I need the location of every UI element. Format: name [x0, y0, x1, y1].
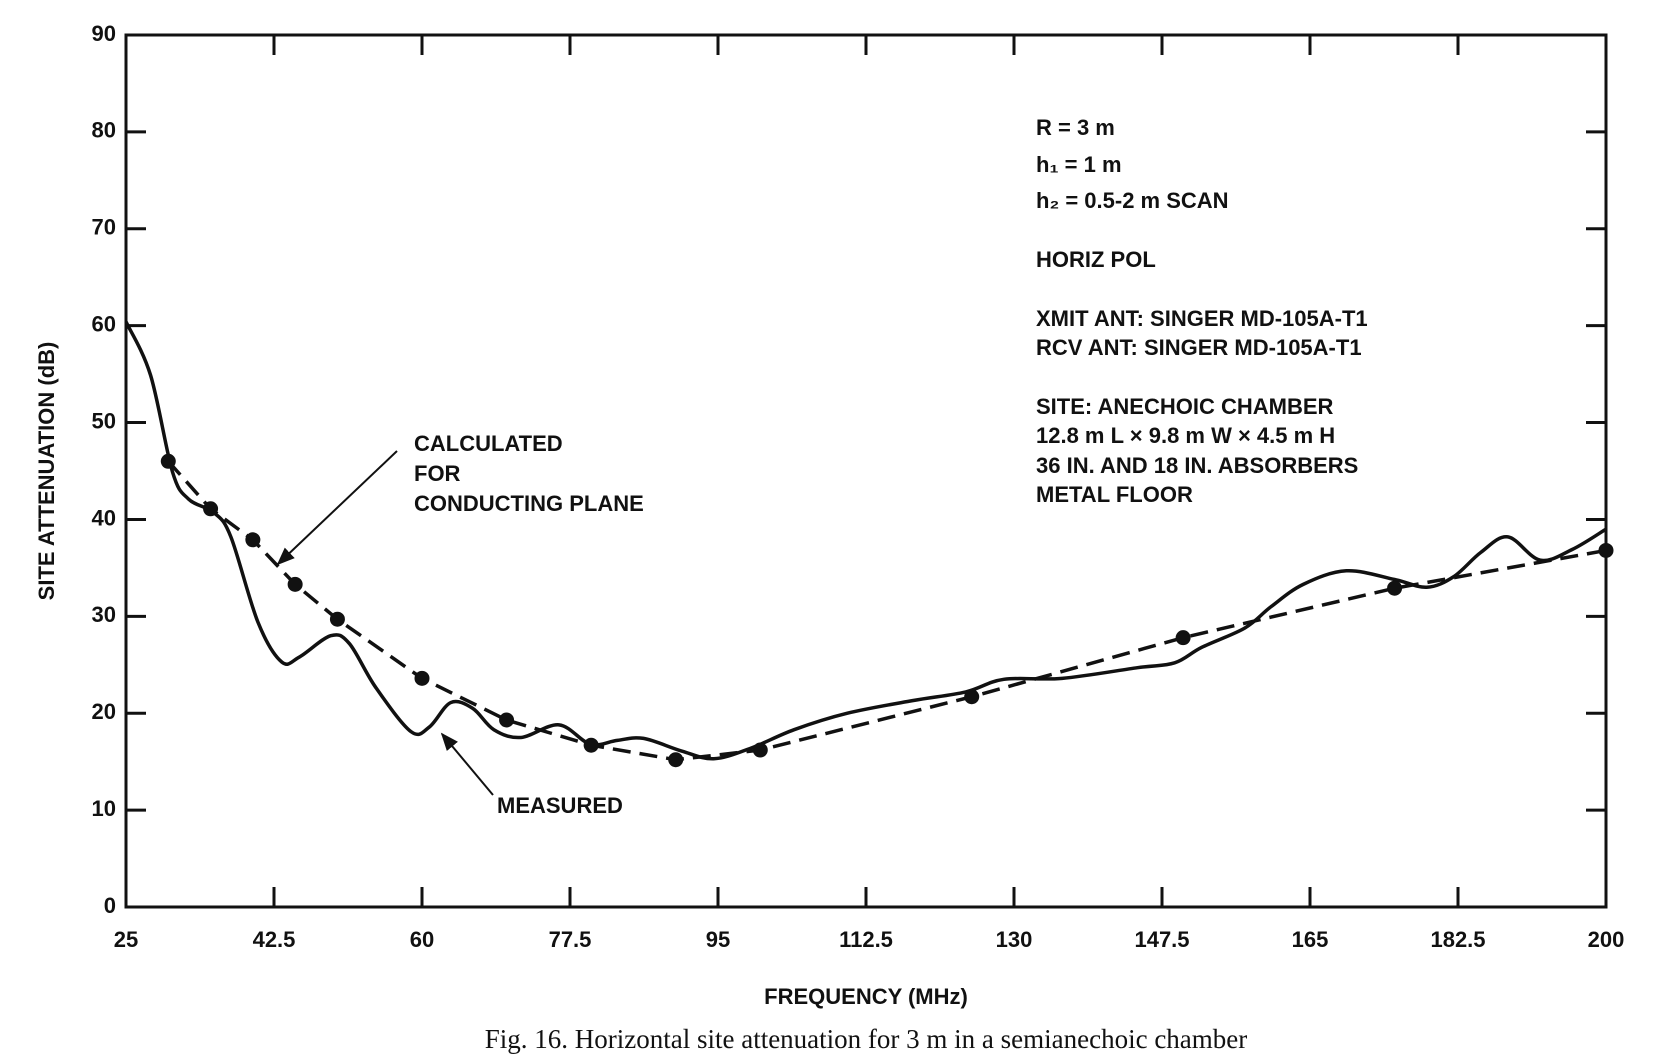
calculated-label: CALCULATED [414, 431, 563, 456]
data-point [287, 576, 303, 592]
data-point [1598, 542, 1614, 558]
annotation: SITE: ANECHOIC CHAMBER [1036, 394, 1334, 419]
x-tick-label: 182.5 [1430, 927, 1485, 952]
data-point [329, 611, 345, 627]
x-tick-label: 112.5 [839, 927, 893, 952]
measured-arrow [440, 732, 494, 796]
y-tick-label: 0 [104, 893, 116, 918]
annotation: HORIZ POL [1036, 247, 1156, 272]
x-tick-label: 95 [706, 927, 730, 952]
y-tick-label: 50 [92, 408, 116, 433]
y-tick-label: 10 [92, 796, 116, 821]
data-point [583, 737, 599, 753]
x-tick-label: 165 [1292, 927, 1329, 952]
x-tick-label: 60 [410, 927, 434, 952]
data-point [1387, 580, 1403, 596]
y-tick-label: 70 [92, 215, 116, 240]
calculated-label: FOR [414, 461, 461, 486]
y-tick-label: 40 [92, 505, 116, 530]
y-tick-label: 30 [92, 602, 116, 627]
calculated-label: CONDUCTING PLANE [414, 491, 644, 516]
series-line [124, 321, 1607, 761]
y-axis-label: SITE ATTENUATION (dB) [34, 342, 59, 601]
annotation: 12.8 m L × 9.8 m W × 4.5 m H [1036, 423, 1335, 448]
data-point [752, 742, 768, 758]
annotation: h₂ = 0.5-2 m SCAN [1036, 188, 1229, 213]
x-axis-label: FREQUENCY (MHz) [764, 984, 968, 1009]
annotation: R = 3 m [1036, 115, 1115, 140]
x-tick-label: 25 [114, 927, 138, 952]
x-tick-label: 130 [996, 927, 1033, 952]
annotation: RCV ANT: SINGER MD-105A-T1 [1036, 335, 1362, 360]
data-point [1175, 630, 1191, 646]
x-tick-label: 42.5 [253, 927, 296, 952]
data-point [245, 532, 261, 548]
series-line [166, 460, 1607, 762]
y-tick-label: 80 [92, 118, 116, 143]
annotation: 36 IN. AND 18 IN. ABSORBERS [1036, 453, 1358, 478]
caption: Fig. 16. Horizontal site attenuation for… [485, 1024, 1248, 1054]
x-tick-label: 77.5 [549, 927, 592, 952]
y-tick-label: 20 [92, 699, 116, 724]
annotation: XMIT ANT: SINGER MD-105A-T1 [1036, 306, 1368, 331]
data-point [668, 752, 684, 768]
data-point [499, 712, 515, 728]
x-tick-label: 200 [1588, 927, 1625, 952]
data-point [964, 689, 980, 705]
y-tick-label: 60 [92, 311, 116, 336]
calculated-arrow [276, 450, 398, 566]
data-point [160, 453, 176, 469]
data-point [414, 670, 430, 686]
annotation: h₁ = 1 m [1036, 152, 1122, 177]
x-tick-label: 147.5 [1134, 927, 1189, 952]
y-tick-label: 90 [92, 21, 116, 46]
measured-label: MEASURED [497, 793, 623, 818]
annotation: METAL FLOOR [1036, 482, 1193, 507]
plot-frame [124, 33, 1608, 909]
data-point [203, 501, 219, 517]
